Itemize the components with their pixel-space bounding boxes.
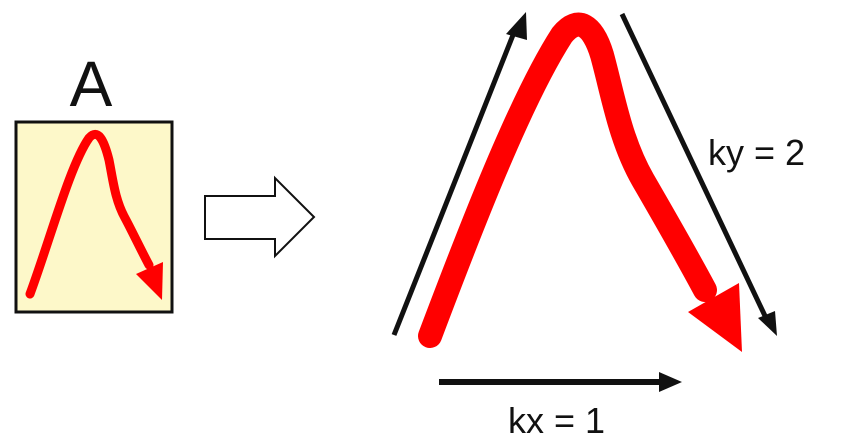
direction-arrow-icon: [758, 311, 777, 336]
transform-arrow-icon: [204, 175, 316, 259]
source-stroke: [25, 130, 154, 299]
ky-label: ky = 2: [708, 132, 805, 173]
left-direction-arrow: [391, 29, 518, 336]
direction-arrow-icon: [659, 372, 682, 392]
right-direction-arrow: [619, 12, 769, 320]
kx-label: kx = 1: [508, 400, 605, 441]
stroke-arrowhead-icon: [136, 262, 163, 300]
panel-label: A: [70, 48, 113, 120]
stroke-arrowhead-icon: [688, 283, 742, 352]
direction-arrow-icon: [506, 12, 527, 40]
scaled-stroke: [418, 12, 717, 348]
